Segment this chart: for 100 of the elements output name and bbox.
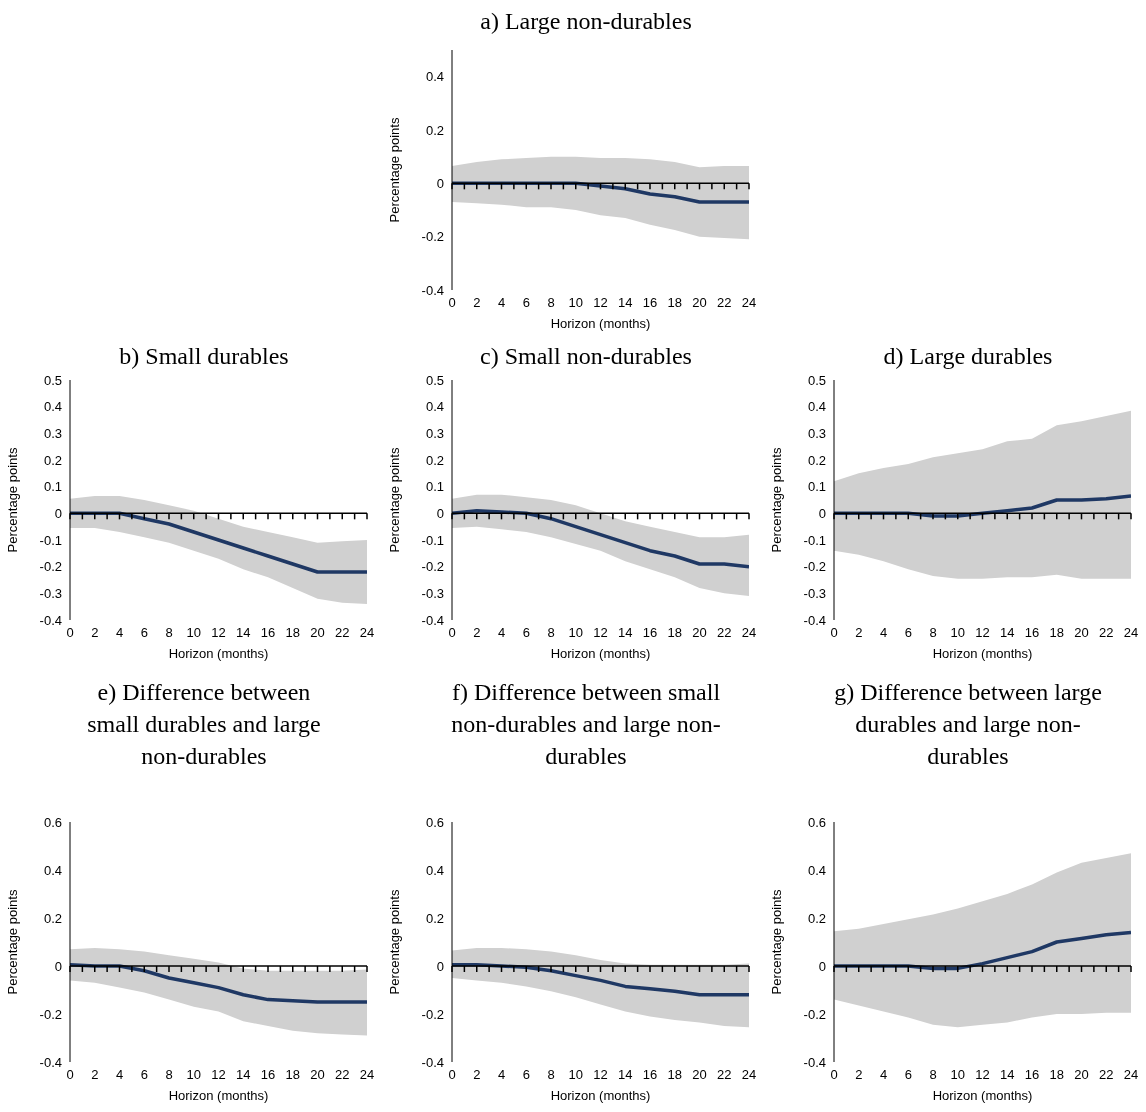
y-tick-label: -0.2 [39, 559, 62, 575]
y-tick-label: -0.3 [421, 585, 444, 601]
x-tick-label: 18 [1049, 1067, 1064, 1083]
y-tick-label: -0.1 [421, 532, 444, 548]
y-tick-label: 0.4 [425, 69, 444, 85]
y-tick-label: 0.4 [807, 862, 826, 878]
x-tick-label: 14 [618, 625, 633, 641]
y-axis-title: Percentage points [386, 889, 402, 995]
y-tick-label: -0.2 [421, 1006, 444, 1022]
x-tick-label: 18 [667, 625, 682, 641]
y-tick-label: -0.4 [421, 282, 444, 298]
line-series [834, 494, 1131, 518]
y-tick-label: -0.1 [803, 532, 826, 548]
y-tick-label: 0.6 [43, 814, 62, 830]
y-tick-label: 0.2 [425, 122, 444, 138]
x-tick-label: 2 [91, 625, 99, 641]
x-tick-label: 12 [593, 1067, 608, 1083]
x-tick-label: 14 [236, 1067, 251, 1083]
x-tick-label: 18 [1049, 625, 1064, 641]
x-tick-label: 14 [618, 295, 633, 311]
y-tick-label: -0.4 [39, 1054, 62, 1070]
x-tick-label: 20 [310, 1067, 325, 1083]
x-tick-label: 12 [593, 295, 608, 311]
x-tick-label: 10 [186, 1067, 201, 1083]
y-tick-label: -0.4 [421, 1054, 444, 1070]
y-tick-label: 0 [436, 175, 444, 191]
y-tick-label: 0.2 [807, 910, 826, 926]
y-axis-title: Percentage points [768, 889, 784, 995]
x-tick-label: 22 [717, 1067, 732, 1083]
y-tick-label: -0.3 [803, 585, 826, 601]
y-axis-title: Percentage points [4, 889, 20, 995]
y-tick-label: -0.4 [803, 612, 826, 628]
x-tick-label: 12 [593, 625, 608, 641]
x-tick-label: 10 [568, 295, 583, 311]
x-tick-label: 12 [975, 1067, 990, 1083]
x-axis-title: Horizon (months) [932, 646, 1033, 661]
x-tick-label: 24 [359, 625, 375, 641]
x-tick-label: 16 [642, 625, 658, 641]
y-tick-label: 0.3 [807, 425, 826, 441]
x-tick-label: 10 [186, 625, 201, 641]
x-tick-label: 8 [929, 1067, 937, 1083]
chart-title: b) Small durables [119, 343, 289, 369]
y-tick-label: 0.6 [807, 814, 826, 830]
y-tick-label: 0.3 [425, 425, 444, 441]
line-series [70, 511, 367, 574]
x-tick-label: 24 [359, 1067, 375, 1083]
y-tick-label: -0.4 [803, 1054, 826, 1070]
x-tick-label: 8 [165, 625, 173, 641]
y-tick-label: 0.4 [425, 862, 444, 878]
x-tick-label: 14 [1000, 1067, 1015, 1083]
y-tick-label: 0 [436, 958, 444, 974]
y-tick-label: 0 [818, 958, 826, 974]
x-tick-label: 16 [1024, 1067, 1040, 1083]
x-tick-label: 6 [522, 295, 530, 311]
x-tick-label: 0 [830, 625, 838, 641]
x-tick-label: 0 [66, 625, 74, 641]
x-tick-label: 4 [497, 625, 506, 641]
x-tick-label: 20 [692, 625, 707, 641]
y-tick-label: -0.2 [421, 229, 444, 245]
line-series [70, 963, 367, 1004]
x-tick-label: 18 [285, 625, 300, 641]
x-tick-label: 12 [211, 625, 226, 641]
y-tick-label: 0 [436, 505, 444, 521]
x-tick-label: 8 [165, 1067, 173, 1083]
x-tick-label: 14 [236, 625, 251, 641]
y-tick-label: 0.2 [43, 910, 62, 926]
x-tick-label: 18 [285, 1067, 300, 1083]
y-tick-label: -0.2 [421, 559, 444, 575]
y-tick-label: -0.4 [421, 612, 444, 628]
y-tick-label: 0.1 [43, 479, 62, 495]
x-tick-label: 10 [950, 625, 965, 641]
y-tick-label: 0.1 [807, 479, 826, 495]
y-tick-label: -0.3 [39, 585, 62, 601]
x-axis-title: Horizon (months) [168, 1088, 269, 1103]
y-tick-label: -0.1 [39, 532, 62, 548]
x-tick-label: 12 [211, 1067, 226, 1083]
x-tick-label: 0 [448, 295, 456, 311]
x-tick-label: 8 [547, 1067, 555, 1083]
x-tick-label: 2 [855, 625, 863, 641]
x-axis-title: Horizon (months) [550, 316, 651, 331]
x-tick-label: 18 [667, 295, 682, 311]
x-tick-label: 6 [522, 625, 530, 641]
y-tick-label: 0.4 [43, 862, 62, 878]
x-axis-title: Horizon (months) [168, 646, 269, 661]
x-tick-label: 22 [335, 1067, 350, 1083]
x-tick-label: 20 [692, 295, 707, 311]
x-tick-label: 2 [473, 295, 481, 311]
x-tick-label: 2 [473, 1067, 481, 1083]
x-tick-label: 16 [260, 1067, 276, 1083]
y-tick-label: 0.4 [425, 399, 444, 415]
x-tick-label: 24 [741, 1067, 757, 1083]
x-tick-label: 22 [335, 625, 350, 641]
y-tick-label: 0 [54, 505, 62, 521]
y-axis-title: Percentage points [768, 447, 784, 553]
y-tick-label: 0 [54, 958, 62, 974]
x-tick-label: 24 [1123, 625, 1139, 641]
x-tick-label: 2 [91, 1067, 99, 1083]
line-series [834, 930, 1131, 971]
x-tick-label: 16 [1024, 625, 1040, 641]
y-axis-title: Percentage points [386, 117, 402, 223]
